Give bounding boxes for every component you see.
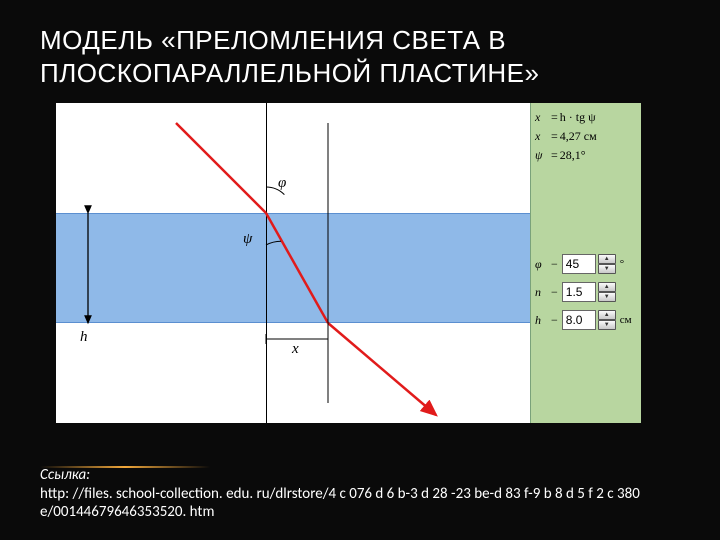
readout-row: x=h · tg ψ [535,109,637,126]
spin-up-icon[interactable]: ▲ [598,310,616,320]
control-row: h−▲▼см [535,309,637,331]
spinner[interactable]: ▲▼ [598,282,616,302]
slide-title: МОДЕЛЬ «ПРЕЛОМЛЕНИЯ СВЕТА В ПЛОСКОПАРАЛЛ… [40,24,680,89]
value-input[interactable] [562,310,596,330]
spin-up-icon[interactable]: ▲ [598,254,616,264]
phi-label: φ [278,175,286,192]
psi-label: ψ [243,231,252,248]
ray-svg [56,103,531,423]
control-row: n−▲▼ [535,281,637,303]
value-input[interactable] [562,282,596,302]
readout-row: x=4,27 см [535,128,637,145]
spinner[interactable]: ▲▼ [598,254,616,274]
plot-area: φ ψ x h [56,103,531,423]
link-url: http: //files. school-collection. edu. r… [40,485,640,522]
link-label: Ссылка: [40,466,90,484]
spin-down-icon[interactable]: ▼ [598,264,616,274]
refraction-figure: φ ψ x h x=h · tg ψ x=4,27 см ψ=28,1° φ−▲▼°… [56,103,641,423]
h-label: h [80,329,88,346]
link-block: Ссылка: http: //files. school-collection… [40,466,680,522]
control-row: φ−▲▼° [535,253,637,275]
spin-down-icon[interactable]: ▼ [598,320,616,330]
spin-down-icon[interactable]: ▼ [598,292,616,302]
value-input[interactable] [562,254,596,274]
x-label: x [292,341,299,358]
spinner[interactable]: ▲▼ [598,310,616,330]
side-panel: x=h · tg ψ x=4,27 см ψ=28,1° φ−▲▼° n−▲▼ h−▲▼… [531,103,641,423]
readout-row: ψ=28,1° [535,147,637,164]
spin-up-icon[interactable]: ▲ [598,282,616,292]
